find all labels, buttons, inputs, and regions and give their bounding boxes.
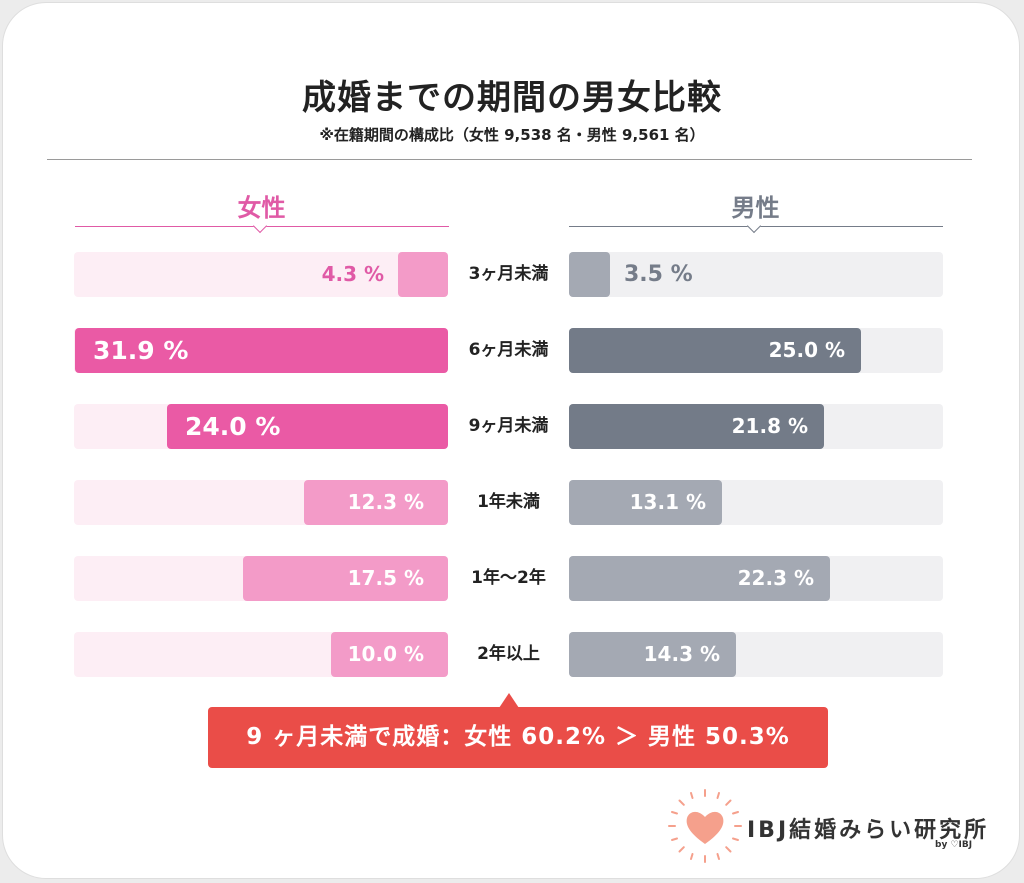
male-value-label: 13.1 % <box>629 490 706 514</box>
category-label: 2年以上 <box>477 644 540 664</box>
male-track <box>569 252 943 297</box>
female-value-label: 17.5 % <box>347 566 424 590</box>
category-label: 1年〜2年 <box>471 568 546 588</box>
female-value-label: 24.0 % <box>185 412 281 441</box>
male-bar <box>569 252 610 297</box>
female-bar <box>398 252 448 297</box>
chart-subtitle: ※在籍期間の構成比（女性 9,538 名・男性 9,561 名） <box>319 126 705 144</box>
male-bar <box>569 632 736 677</box>
male-bar <box>569 556 830 601</box>
brand-byline: by ♡IBJ <box>935 840 973 850</box>
legend-female: 女性 <box>237 194 286 222</box>
category-label: 6ヶ月未満 <box>468 340 549 360</box>
category-label: 9ヶ月未満 <box>468 416 549 436</box>
female-value-label: 4.3 % <box>321 262 384 286</box>
female-bar <box>167 404 448 449</box>
female-track <box>74 252 448 297</box>
male-bar <box>569 404 824 449</box>
female-value-label: 31.9 % <box>93 336 189 365</box>
male-bar <box>569 480 722 525</box>
female-bar <box>243 556 448 601</box>
male-value-label: 3.5 % <box>624 262 693 287</box>
male-bar <box>569 328 861 373</box>
female-bar <box>75 328 448 373</box>
female-value-label: 12.3 % <box>347 490 424 514</box>
heart-sunburst-icon <box>668 789 742 863</box>
female-bar <box>331 632 448 677</box>
callout-pointer <box>499 693 519 708</box>
header-divider <box>47 159 972 160</box>
brand-logo: IBJ結婚みらい研究所 by ♡IBJ <box>665 786 986 866</box>
legend-male: 男性 <box>731 194 780 222</box>
brand-name: IBJ結婚みらい研究所 <box>747 818 990 843</box>
female-bar <box>304 480 448 525</box>
category-label: 3ヶ月未満 <box>468 264 549 284</box>
female-value-label: 10.0 % <box>347 642 424 666</box>
male-value-label: 25.0 % <box>768 338 845 362</box>
male-value-label: 21.8 % <box>731 414 808 438</box>
chart-title: 成婚までの期間の男女比較 <box>302 78 722 118</box>
summary-callout: 9 ヶ月未満で成婚：女性 60.2% ＞ 男性 50.3% <box>208 707 828 768</box>
category-label: 1年未満 <box>477 492 540 512</box>
male-value-label: 22.3 % <box>737 566 814 590</box>
male-value-label: 14.3 % <box>643 642 720 666</box>
